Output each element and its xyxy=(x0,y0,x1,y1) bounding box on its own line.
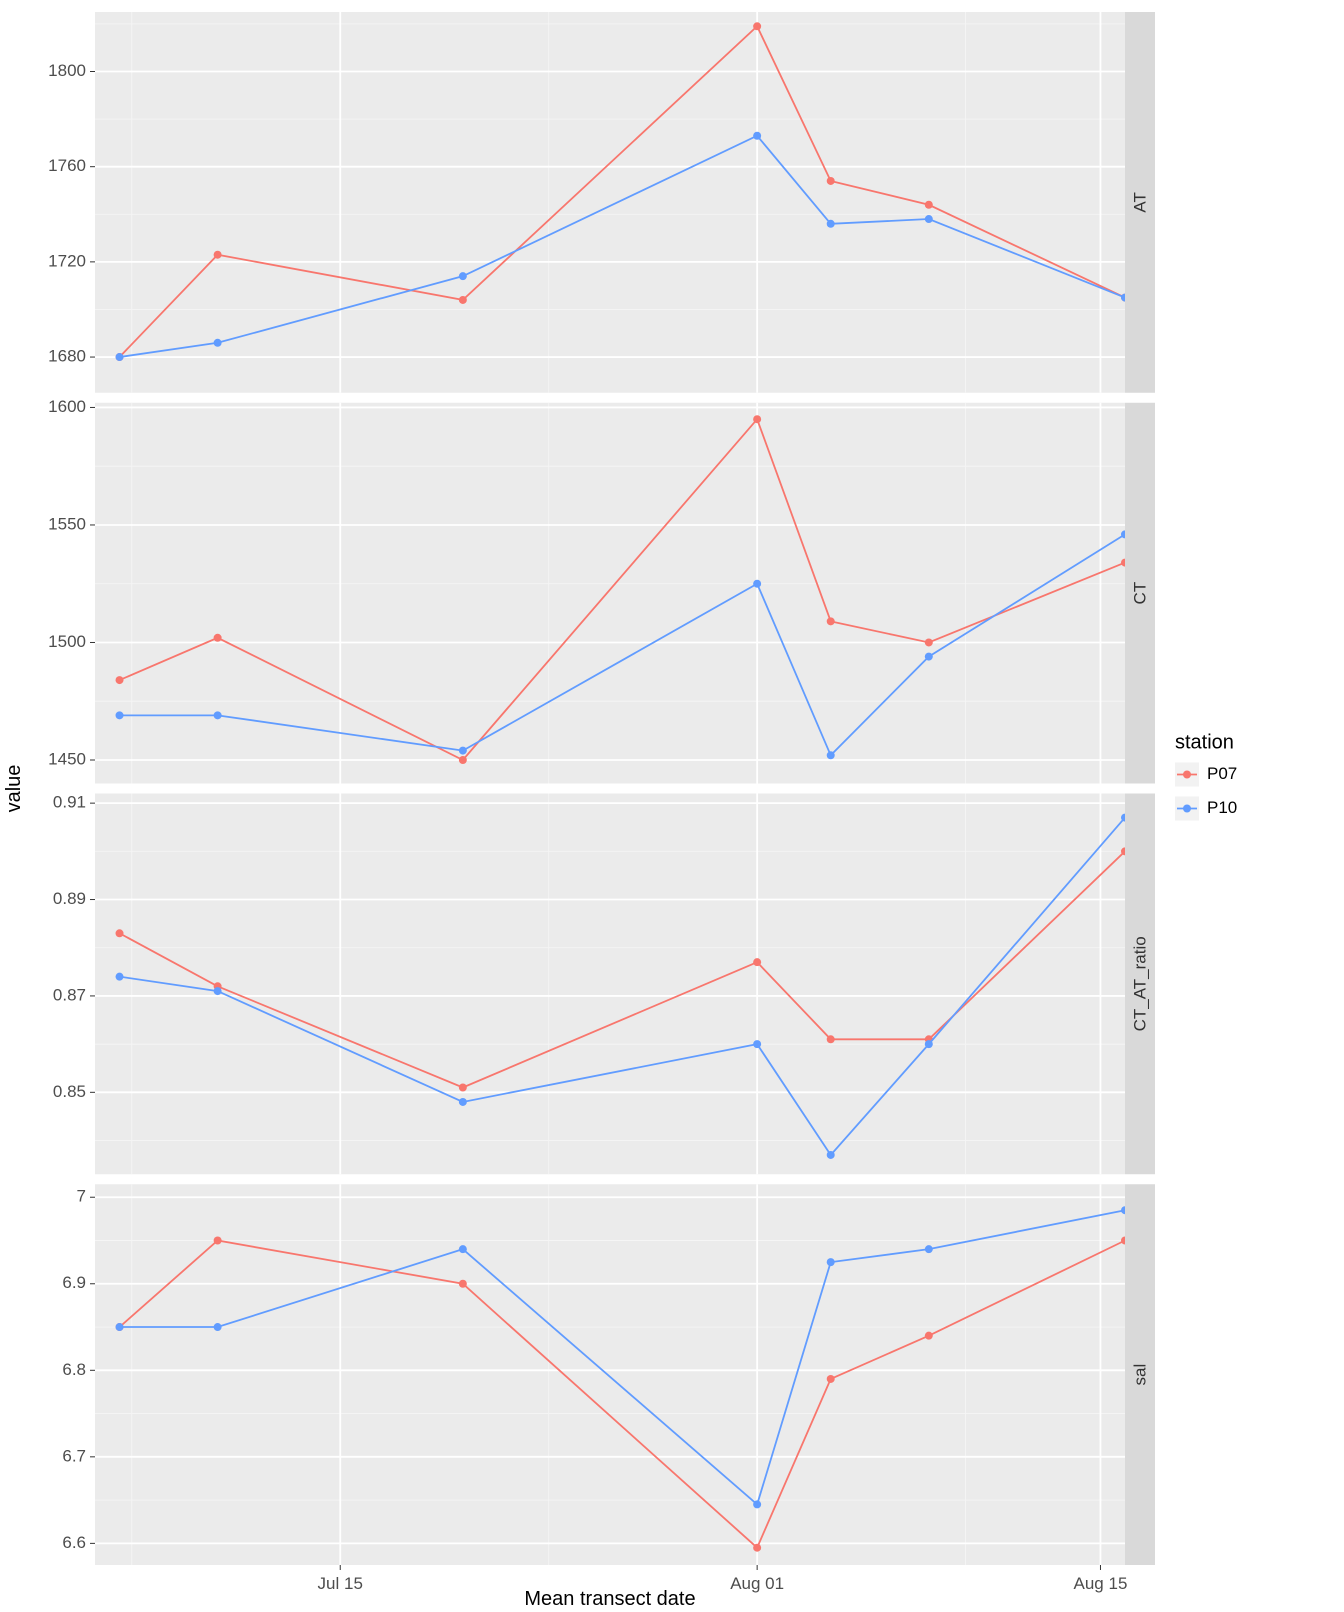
series-point-P07 xyxy=(214,251,222,259)
series-point-P10 xyxy=(459,272,467,280)
series-point-P07 xyxy=(753,415,761,423)
y-tick-label: 1550 xyxy=(48,514,86,533)
series-point-P10 xyxy=(459,1098,467,1106)
panel-CT: 1450 1500 1550 1600 CT xyxy=(48,397,1155,784)
legend: station P07 P10 xyxy=(1175,732,1237,821)
y-tick-label: 1760 xyxy=(48,156,86,175)
series-point-P10 xyxy=(116,1323,124,1331)
series-point-P07 xyxy=(753,1544,761,1552)
series-point-P10 xyxy=(925,215,933,223)
series-point-P07 xyxy=(214,634,222,642)
series-point-P10 xyxy=(827,1258,835,1266)
legend-key-point xyxy=(1183,805,1191,813)
y-tick-label: 1720 xyxy=(48,251,86,270)
series-point-P10 xyxy=(116,973,124,981)
x-axis-title: Mean transect date xyxy=(524,1588,695,1610)
series-point-P10 xyxy=(925,1245,933,1253)
x-tick-label: Aug 15 xyxy=(1074,1574,1128,1593)
series-point-P07 xyxy=(925,1332,933,1340)
series-point-P10 xyxy=(214,711,222,719)
y-tick-label: 1800 xyxy=(48,61,86,80)
series-point-P10 xyxy=(753,580,761,588)
legend-item-label: P10 xyxy=(1207,798,1237,817)
legend-item-label: P07 xyxy=(1207,764,1237,783)
y-tick-label: 0.89 xyxy=(53,889,86,908)
series-point-P07 xyxy=(459,756,467,764)
chart-svg: 1680 1720 1760 1800 AT 1450 1500 1550 1600 CT 0.85… xyxy=(0,0,1344,1612)
series-point-P10 xyxy=(214,987,222,995)
series-point-P10 xyxy=(214,339,222,347)
series-point-P10 xyxy=(925,1040,933,1048)
series-point-P07 xyxy=(214,1236,222,1244)
y-tick-label: 0.91 xyxy=(53,793,86,812)
x-tick-label: Aug 01 xyxy=(730,1574,784,1593)
facet-strip-label: AT xyxy=(1130,192,1149,212)
series-point-P10 xyxy=(827,220,835,228)
series-point-P10 xyxy=(459,1245,467,1253)
y-axis-title: value xyxy=(3,765,25,813)
series-point-P07 xyxy=(753,958,761,966)
panel-CT_AT_ratio: 0.85 0.87 0.89 0.91 CT_AT_ratio xyxy=(53,793,1155,1175)
y-tick-label: 1600 xyxy=(48,397,86,416)
series-point-P07 xyxy=(827,617,835,625)
y-tick-label: 1450 xyxy=(48,749,86,768)
facet-strip-label: CT xyxy=(1130,582,1149,605)
series-point-P07 xyxy=(459,1083,467,1091)
series-point-P07 xyxy=(116,929,124,937)
legend-title: station xyxy=(1175,732,1234,754)
series-point-P07 xyxy=(827,1375,835,1383)
y-tick-label: 6.7 xyxy=(62,1446,86,1465)
series-point-P07 xyxy=(925,201,933,209)
y-tick-label: 6.9 xyxy=(62,1273,86,1292)
series-point-P07 xyxy=(827,177,835,185)
series-point-P10 xyxy=(827,751,835,759)
series-point-P10 xyxy=(116,353,124,361)
faceted-line-chart: 1680 1720 1760 1800 AT 1450 1500 1550 1600 CT 0.85… xyxy=(0,0,1344,1612)
y-tick-label: 1500 xyxy=(48,632,86,651)
facet-strip-label: CT_AT_ratio xyxy=(1130,936,1149,1031)
series-point-P07 xyxy=(925,638,933,646)
legend-key-point xyxy=(1183,771,1191,779)
y-tick-label: 6.6 xyxy=(62,1533,86,1552)
series-point-P10 xyxy=(214,1323,222,1331)
series-point-P07 xyxy=(753,22,761,30)
series-point-P07 xyxy=(459,1280,467,1288)
series-point-P10 xyxy=(459,747,467,755)
series-point-P10 xyxy=(827,1151,835,1159)
series-point-P10 xyxy=(925,653,933,661)
y-tick-label: 0.85 xyxy=(53,1082,86,1101)
series-point-P07 xyxy=(116,676,124,684)
y-tick-label: 1680 xyxy=(48,347,86,366)
y-tick-label: 7 xyxy=(77,1187,86,1206)
x-tick-label: Jul 15 xyxy=(318,1574,363,1593)
series-point-P10 xyxy=(753,1500,761,1508)
y-tick-label: 0.87 xyxy=(53,985,86,1004)
panel-sal: 6.6 6.7 6.8 6.9 7 sal xyxy=(62,1184,1155,1565)
series-point-P07 xyxy=(827,1035,835,1043)
series-point-P10 xyxy=(116,711,124,719)
series-point-P07 xyxy=(459,296,467,304)
y-tick-label: 6.8 xyxy=(62,1360,86,1379)
panel-AT: 1680 1720 1760 1800 AT xyxy=(48,12,1155,393)
series-point-P10 xyxy=(753,1040,761,1048)
facet-strip-label: sal xyxy=(1130,1364,1149,1386)
series-point-P10 xyxy=(753,132,761,140)
